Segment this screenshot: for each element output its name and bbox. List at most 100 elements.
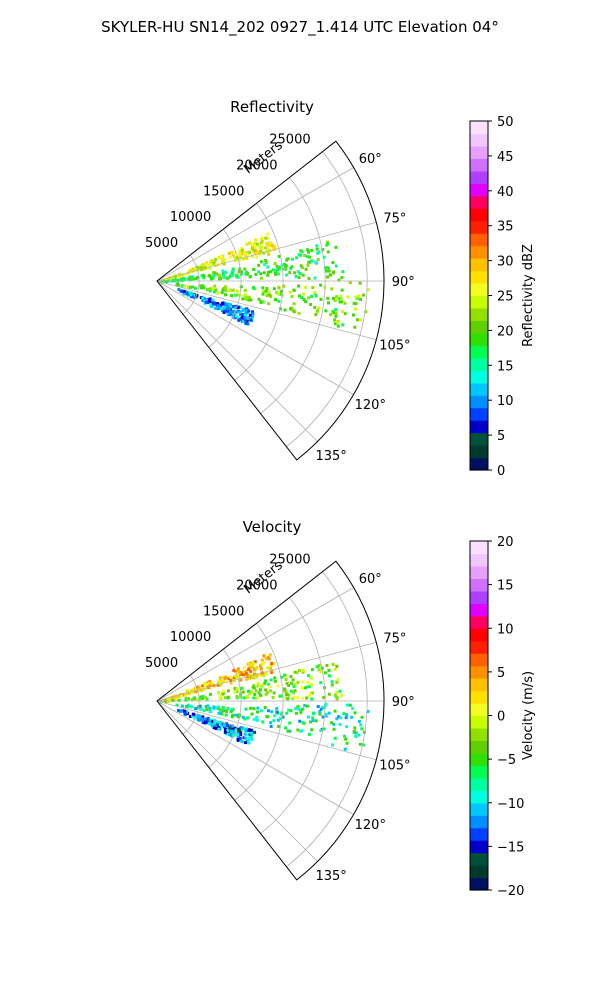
radar-gate: [297, 276, 301, 280]
radar-gate: [325, 243, 329, 247]
colorbar-bin: [470, 827, 488, 841]
colorbar-bin: [470, 307, 488, 322]
radar-gate: [213, 284, 217, 288]
radar-gate: [194, 277, 198, 281]
radar-gate: [238, 313, 242, 317]
radar-gate: [247, 663, 251, 667]
radial-tick-label: 10000: [170, 210, 211, 225]
radar-gate: [205, 708, 209, 712]
radar-gate: [228, 675, 232, 679]
radar-gate: [187, 285, 191, 289]
radar-gate: [272, 691, 276, 695]
radar-gate: [288, 290, 292, 294]
radar-gate: [265, 293, 269, 297]
radar-gate: [224, 732, 228, 736]
radar-gate: [291, 257, 295, 261]
colorbar-bin: [470, 258, 488, 272]
radar-gate: [255, 715, 259, 719]
radial-tick-label: 10000: [170, 630, 211, 645]
radar-gate: [213, 718, 217, 722]
azimuth-gridline: [156, 700, 318, 862]
radar-gate: [300, 250, 304, 254]
radar-gate: [179, 289, 183, 293]
radar-gate: [191, 687, 195, 691]
radar-gate: [298, 272, 302, 276]
radar-gate: [230, 707, 234, 711]
radar-gate: [264, 236, 268, 240]
radar-gate: [259, 673, 263, 677]
radar-gate: [191, 277, 195, 281]
colorbar-bin: [470, 195, 488, 209]
radar-gate: [256, 710, 260, 714]
radar-gate: [201, 694, 205, 698]
radar-gate: [250, 315, 254, 319]
radar-gate: [174, 278, 178, 282]
radar-gate: [279, 713, 283, 717]
radar-gate: [200, 263, 204, 267]
radar-gate: [335, 717, 339, 721]
radar-gate: [292, 302, 296, 306]
radar-gate: [202, 286, 206, 290]
radar-gate: [339, 298, 343, 302]
radar-gate: [325, 713, 329, 717]
colorbar-tick-label: −20: [497, 884, 524, 899]
radar-gate: [340, 275, 344, 279]
radar-gate: [277, 254, 281, 258]
radar-gate: [226, 706, 230, 710]
radar-gate: [335, 690, 339, 694]
radar-gate: [213, 302, 217, 306]
radar-gate: [240, 247, 244, 251]
radar-gate: [301, 273, 305, 277]
radar-gate: [336, 677, 340, 681]
radar-gate: [190, 689, 194, 693]
radar-gate: [200, 266, 204, 270]
radar-gate: [223, 676, 227, 680]
radar-gate: [201, 684, 205, 688]
radar-gate: [243, 313, 247, 317]
radar-gate: [335, 697, 339, 701]
radar-gate: [188, 293, 192, 297]
azimuth-tick-label: 90°: [392, 275, 415, 290]
radar-gate: [360, 715, 364, 719]
radar-gate: [309, 720, 313, 724]
radar-gate: [309, 682, 313, 686]
panel-title: Reflectivity: [230, 98, 314, 116]
range-ring: [208, 648, 242, 768]
radar-gate: [283, 687, 287, 691]
radar-gate: [351, 706, 355, 710]
radar-gate: [240, 739, 244, 743]
radar-gate: [296, 270, 300, 274]
radar-gate: [315, 247, 319, 251]
radar-gate: [213, 721, 217, 725]
radar-data: [158, 653, 370, 751]
radar-gate: [266, 273, 270, 277]
radar-gate: [232, 675, 236, 679]
radar-gate: [281, 715, 285, 719]
radar-gate: [294, 711, 298, 715]
radar-gate: [308, 255, 312, 259]
radar-gate: [268, 242, 272, 246]
radar-gate: [264, 679, 268, 683]
radar-gate: [212, 263, 216, 267]
radar-gate: [290, 681, 294, 685]
radar-gate: [265, 691, 269, 695]
radar-gate: [268, 685, 272, 689]
radar-gate: [244, 729, 248, 733]
radar-gate: [317, 250, 321, 254]
radar-gate: [201, 299, 205, 303]
radar-gate: [176, 283, 180, 287]
radar-gate: [294, 682, 298, 686]
radar-gate: [344, 737, 348, 741]
radar-gate: [235, 314, 239, 318]
radar-gate: [317, 664, 321, 668]
radar-gate: [283, 673, 287, 677]
radar-gate: [270, 669, 274, 673]
radar-gate: [259, 260, 263, 264]
radar-gate: [301, 668, 305, 672]
radar-gate: [267, 290, 271, 294]
colorbar-bin: [470, 765, 488, 779]
radar-gate: [246, 740, 250, 744]
azimuth-gridline: [156, 700, 377, 761]
colorbar-bin: [470, 183, 488, 197]
radar-gate: [332, 722, 336, 726]
